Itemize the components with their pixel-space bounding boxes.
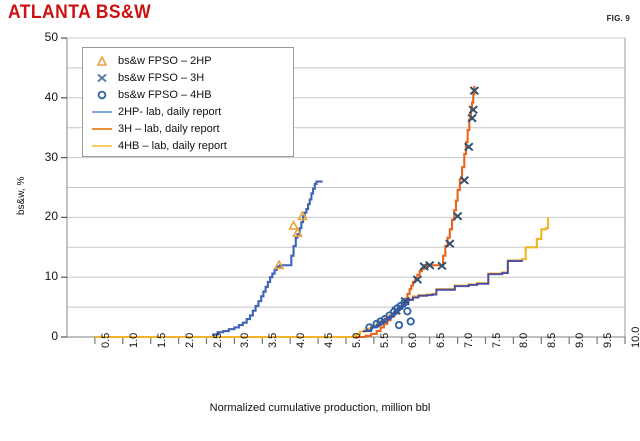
x-axis-tick-label: 7.0	[462, 332, 475, 348]
x-axis-tick-label: 8.0	[518, 332, 531, 348]
y-axis-tick-label: 50	[44, 30, 58, 44]
marker-cross	[412, 275, 423, 284]
legend-line-icon	[89, 105, 115, 119]
x-axis-tick-label: 8.5	[546, 332, 559, 348]
circle-icon	[97, 90, 107, 99]
x-axis-tick-label: 4.0	[295, 332, 308, 348]
x-axis-title: Normalized cumulative production, millio…	[209, 402, 431, 414]
marker-circle	[403, 307, 412, 316]
marker-triangle	[292, 227, 303, 237]
legend-cross-icon	[89, 71, 115, 85]
page-title: ATLANTA BS&W	[8, 2, 152, 23]
marker-triangle	[297, 210, 308, 221]
x-axis-tick-label: 2.0	[183, 332, 196, 348]
legend-item[interactable]: 4HB – lab, daily report	[83, 137, 293, 154]
marker-cross	[452, 211, 463, 221]
y-axis-tick-label: 40	[44, 89, 58, 104]
legend-item-label: 3H – lab, daily report	[118, 122, 220, 135]
x-axis-tick-label: 2.5	[211, 332, 224, 348]
legend-circle-icon	[89, 88, 115, 102]
y-axis-tick-label: 20	[44, 209, 58, 224]
marker-cross	[464, 142, 474, 152]
legend-triangle-icon	[89, 54, 115, 68]
marker-cross	[445, 239, 455, 249]
legend-item-label: 2HP- lab, daily report	[118, 105, 222, 118]
legend-item-label: bs&w FPSO – 2HP	[118, 54, 212, 67]
marker-cross	[459, 175, 469, 185]
triangle-icon	[96, 54, 108, 66]
x-axis-tick-label: 1.5	[155, 332, 168, 348]
legend-item[interactable]: 3H – lab, daily report	[83, 120, 293, 137]
legend-item-label: bs&w FPSO – 3H	[118, 71, 205, 84]
legend-item[interactable]: bs&w FPSO – 2HP	[83, 52, 293, 69]
x-axis-tick-label: 6.0	[406, 332, 419, 348]
marker-cross	[467, 113, 477, 123]
marker-circle	[394, 320, 404, 330]
x-axis-tick-label: 5.0	[351, 332, 363, 348]
x-axis-tick-label: 6.5	[434, 332, 447, 348]
marker-cross	[469, 86, 480, 95]
marker-triangle	[288, 219, 299, 230]
legend-line-icon	[89, 139, 115, 153]
marker-cross	[437, 261, 447, 271]
marker-circle	[365, 323, 374, 332]
x-axis-tick-label: 3.0	[239, 332, 252, 348]
figure-label: FIG. 9	[606, 14, 630, 23]
x-axis-tick-label: 0.5	[99, 332, 112, 348]
x-axis-tick-label: 9.5	[602, 332, 615, 348]
series-line	[362, 259, 523, 332]
x-axis-tick-label: 7.5	[490, 332, 503, 348]
marker-cross	[468, 105, 478, 115]
marker-circle	[400, 298, 409, 307]
marker-cross	[425, 260, 435, 270]
x-axis-tick-label: 5.5	[378, 332, 391, 348]
legend-item-label: bs&w FPSO – 4HB	[118, 88, 212, 101]
y-axis-tick-label: 10	[44, 269, 58, 284]
x-axis-tick-label: 4.5	[323, 332, 336, 348]
x-axis-tick-label: 10.0	[630, 326, 640, 348]
y-axis-tick-label: 0	[51, 329, 58, 343]
y-axis-tick-label: 30	[44, 149, 58, 164]
legend-line-icon	[89, 122, 115, 136]
x-axis-tick-label: 3.5	[267, 332, 280, 348]
legend-item[interactable]: bs&w FPSO – 4HB	[83, 86, 293, 103]
series-line	[94, 180, 323, 339]
legend-item[interactable]: bs&w FPSO – 3H	[83, 69, 293, 86]
x-axis-tick-label: 9.0	[574, 332, 587, 348]
legend-item[interactable]: 2HP- lab, daily report	[83, 103, 293, 120]
marker-circle	[406, 317, 415, 326]
cross-icon	[97, 73, 107, 82]
chart-legend: bs&w FPSO – 2HP bs&w FPSO – 3H bs&w FPSO –…	[82, 47, 294, 157]
marker-triangle	[273, 259, 285, 270]
x-axis-tick-label: 1.0	[127, 332, 140, 348]
legend-item-label: 4HB – lab, daily report	[118, 139, 227, 152]
